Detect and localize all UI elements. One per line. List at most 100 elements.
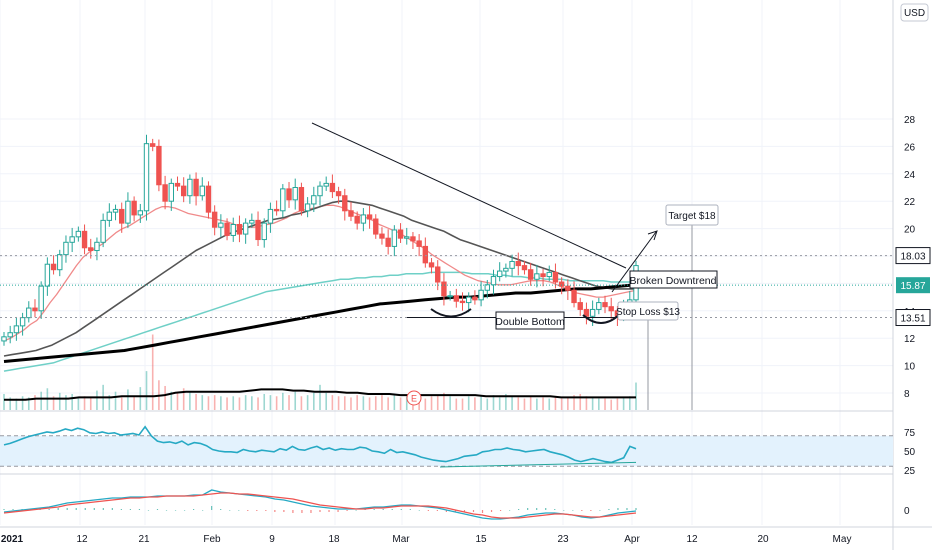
candle[interactable] [410, 232, 416, 250]
candle[interactable] [125, 192, 131, 228]
candle[interactable] [187, 174, 193, 204]
candle[interactable] [38, 281, 44, 319]
candle[interactable] [348, 201, 354, 222]
candle[interactable] [298, 182, 305, 216]
price-badge[interactable]: 18.03 [895, 247, 931, 265]
candle[interactable] [273, 200, 280, 216]
candle[interactable] [558, 277, 565, 295]
candle[interactable] [205, 181, 212, 219]
candle[interactable] [100, 213, 106, 248]
candle[interactable] [81, 224, 88, 255]
candle[interactable] [311, 186, 317, 213]
candle[interactable] [13, 316, 20, 341]
candle[interactable] [459, 292, 466, 311]
candles[interactable] [1, 134, 639, 346]
candle[interactable] [496, 262, 503, 282]
candle[interactable] [32, 299, 38, 318]
price-badge[interactable]: 15.87 [896, 277, 930, 294]
candle[interactable] [57, 249, 63, 277]
candle[interactable] [342, 188, 348, 221]
candle[interactable] [397, 223, 404, 243]
candle[interactable] [608, 297, 614, 319]
candle[interactable] [466, 292, 472, 313]
candle[interactable] [199, 177, 205, 201]
candle[interactable] [304, 197, 311, 218]
trend-drawings[interactable] [0, 122, 893, 410]
candle[interactable] [106, 203, 113, 227]
candle[interactable] [292, 178, 298, 210]
candle[interactable] [577, 297, 583, 316]
candle[interactable] [69, 227, 75, 253]
annotation-stop-loss[interactable]: Stop Loss $13 [616, 301, 680, 321]
candle[interactable] [509, 254, 515, 277]
candle[interactable] [484, 279, 490, 299]
candle[interactable] [119, 202, 125, 233]
candle[interactable] [143, 134, 150, 221]
candle[interactable] [323, 176, 329, 191]
candle[interactable] [267, 202, 274, 233]
candle[interactable] [44, 257, 51, 296]
candle[interactable] [571, 281, 577, 308]
candle[interactable] [503, 263, 509, 278]
candle[interactable] [1, 332, 7, 346]
candle[interactable] [137, 203, 144, 223]
candle[interactable] [218, 214, 224, 237]
candle[interactable] [50, 255, 57, 275]
candle[interactable] [230, 217, 236, 242]
candle[interactable] [385, 229, 391, 255]
candle[interactable] [193, 172, 199, 206]
candle[interactable] [112, 204, 119, 221]
candle[interactable] [447, 290, 453, 301]
candle[interactable] [490, 269, 497, 295]
candle[interactable] [534, 264, 540, 288]
candle[interactable] [168, 178, 174, 211]
candle[interactable] [428, 258, 435, 274]
candle[interactable] [373, 214, 379, 239]
candle[interactable] [150, 138, 156, 152]
candle[interactable] [441, 273, 447, 306]
candle[interactable] [242, 218, 249, 244]
candle[interactable] [540, 269, 546, 287]
candle[interactable] [335, 186, 342, 204]
candle[interactable] [391, 225, 398, 257]
candle[interactable] [19, 312, 26, 336]
candle[interactable] [354, 211, 360, 230]
candle[interactable] [596, 297, 602, 315]
candle[interactable] [156, 139, 162, 192]
candle[interactable] [174, 176, 181, 191]
candle[interactable] [317, 181, 323, 206]
candle[interactable] [546, 265, 552, 282]
annotation-broken-downtrend[interactable]: Broken Downtrend [629, 270, 718, 289]
candle[interactable] [162, 175, 168, 210]
candle[interactable] [565, 279, 571, 300]
candle[interactable] [224, 218, 230, 241]
annotation-double-bottom[interactable]: Double Bottom [495, 311, 565, 330]
candle[interactable] [286, 182, 292, 208]
earnings-marker[interactable]: E [406, 390, 422, 406]
candle[interactable] [249, 213, 255, 228]
candle[interactable] [236, 215, 243, 243]
candle[interactable] [521, 260, 528, 275]
candle[interactable] [360, 208, 367, 232]
candle[interactable] [26, 301, 32, 323]
candle[interactable] [366, 205, 373, 229]
annotation-target[interactable]: Target $18 [665, 204, 719, 226]
candle[interactable] [280, 184, 286, 218]
candle[interactable] [472, 290, 478, 305]
candle[interactable] [329, 174, 336, 199]
candle[interactable] [583, 302, 590, 325]
candle[interactable] [422, 237, 429, 268]
candle[interactable] [515, 252, 521, 276]
candle[interactable] [404, 227, 410, 245]
candle[interactable] [131, 196, 137, 222]
candle[interactable] [453, 288, 460, 308]
candle[interactable] [255, 211, 261, 246]
candle[interactable] [7, 325, 13, 344]
candle[interactable] [552, 263, 559, 289]
candle[interactable] [180, 177, 187, 203]
candle[interactable] [211, 205, 218, 236]
candle[interactable] [379, 227, 385, 245]
price-badge[interactable]: 13.51 [895, 309, 931, 327]
currency-badge[interactable]: USD [900, 3, 929, 22]
